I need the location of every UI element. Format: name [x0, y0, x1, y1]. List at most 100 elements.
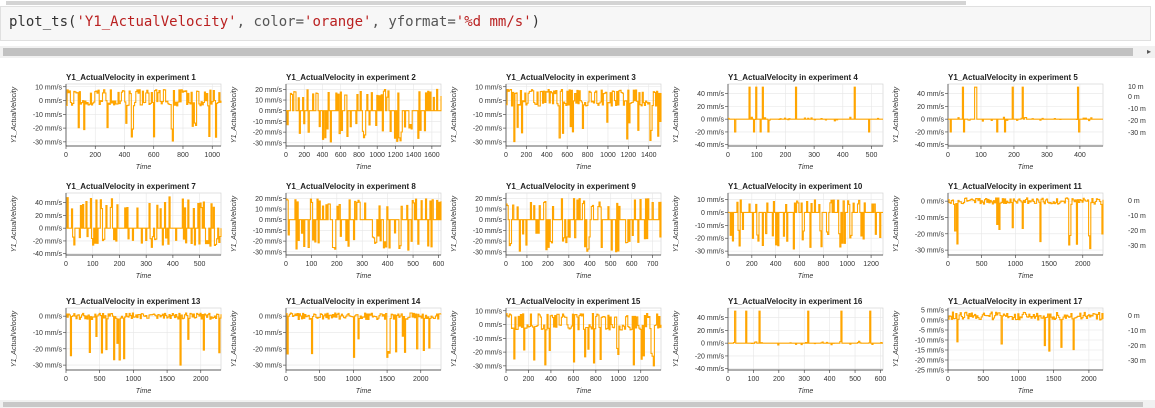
x-tick-label: 600 [148, 152, 160, 159]
x-tick-label: 200 [331, 261, 343, 268]
x-tick-label: 1000 [369, 152, 385, 159]
y-tick-label: 20 mm/s [475, 196, 502, 203]
x-tick-label: 1500 [159, 376, 175, 383]
output-scrollbar[interactable]: ▸ [0, 46, 1155, 58]
y-tick-label: -20 mm/s [253, 130, 283, 137]
x-tick-label: 400 [382, 261, 394, 268]
partial-y-tick-label: -30 m [1128, 358, 1146, 365]
y-tick-label: 0 mm/s [701, 117, 724, 124]
x-tick-label: 200 [89, 152, 101, 159]
top-scrollbar-thumb[interactable] [6, 1, 966, 5]
y-tick-label: -30 mm/s [473, 249, 503, 256]
y-tick-label: 10 mm/s [255, 207, 282, 214]
x-tick-label: 100 [748, 376, 760, 383]
x-tick-label: 200 [521, 152, 533, 159]
x-tick-label: 500 [866, 152, 878, 159]
scroll-right-arrow-icon[interactable]: ▸ [1146, 47, 1151, 56]
subplot-title: Y1_ActualVelocity in experiment 10 [728, 182, 863, 191]
x-tick-label: 400 [317, 152, 329, 159]
x-axis-label: Time [576, 273, 592, 280]
y-axis-label: Y1_ActualVelocity [893, 195, 900, 252]
y-axis-label: Y1_ActualVelocity [11, 195, 18, 252]
y-tick-label: -10 mm/s [253, 119, 283, 126]
y-tick-label: -25 mm/s [915, 368, 945, 375]
subplot-title: Y1_ActualVelocity in experiment 11 [948, 182, 1082, 191]
y-tick-label: -10 mm/s [253, 228, 283, 235]
subplot-title: Y1_ActualVelocity in experiment 2 [286, 73, 416, 82]
x-tick-label: 1200 [621, 152, 637, 159]
y-tick-label: 20 mm/s [917, 104, 944, 111]
subplot-13: 10 mm/s 0 mm/s -10 mm/s -20 mm/s -30 mm/s0 20… [451, 297, 662, 395]
x-tick-label: 600 [561, 152, 573, 159]
x-tick-label: 600 [794, 261, 806, 268]
x-tick-label: 1000 [1008, 261, 1024, 268]
series-line [66, 196, 222, 248]
subplot-14: 40 mm/s 20 mm/s 0 mm/s -20 mm/s -40 mm/s0 100… [673, 297, 886, 395]
x-tick-label: 1000 [1011, 376, 1027, 383]
subplot-title: Y1_ActualVelocity in experiment 15 [506, 297, 641, 306]
x-tick-label: 800 [177, 152, 189, 159]
subplot-10: 0 mm/s -10 mm/s -20 mm/s -30 mm/s0 500 1000 15… [893, 182, 1104, 280]
y-axis-label: Y1_ActualVelocity [231, 195, 238, 252]
y-tick-label: 0 mm/s [479, 98, 502, 105]
x-tick-label: 300 [798, 376, 810, 383]
subplot-title: Y1_ActualVelocity in experiment 9 [506, 182, 636, 191]
y-tick-label: -30 mm/s [473, 139, 503, 146]
x-tick-label: 1000 [204, 152, 220, 159]
partial-y-tick-label: -10 m [1128, 213, 1146, 220]
y-tick-label: -30 mm/s [33, 363, 63, 370]
subplot-7: 20 mm/s 10 mm/s 0 mm/s -10 mm/s -20 mm/s -30 … [231, 182, 444, 280]
y-tick-label: 10 mm/s [475, 308, 502, 315]
code-arg-color: 'orange' [304, 14, 372, 30]
output-scrollbar-thumb[interactable] [3, 48, 1133, 56]
y-tick-label: -10 mm/s [473, 228, 503, 235]
y-tick-label: -40 mm/s [915, 142, 945, 149]
code-cell[interactable]: plot_ts('Y1_ActualVelocity', color='oran… [0, 6, 1151, 41]
x-axis-label: Time [798, 164, 814, 171]
y-tick-label: 0 mm/s [39, 98, 62, 105]
code-end: ) [531, 14, 541, 30]
y-axis-label: Y1_ActualVelocity [11, 86, 18, 143]
y-tick-label: -20 mm/s [695, 353, 725, 360]
subplot-9: 10 mm/s 0 mm/s -10 mm/s -20 mm/s -30 mm/s0 20… [673, 182, 884, 280]
x-tick-label: 2000 [193, 376, 209, 383]
x-tick-label: 0 [504, 152, 508, 159]
series-line [286, 88, 442, 143]
plot-area [947, 307, 1104, 371]
y-tick-label: -10 mm/s [473, 336, 503, 343]
bottom-scrollbar-thumb[interactable] [3, 402, 1143, 407]
subplot-12: 0 mm/s -10 mm/s -20 mm/s -30 mm/s0 500 1000 15… [231, 297, 442, 395]
x-tick-label: 0 [946, 376, 950, 383]
x-tick-label: 800 [582, 152, 594, 159]
x-tick-label: 400 [584, 261, 596, 268]
y-tick-label: -10 mm/s [33, 112, 63, 119]
y-tick-label: 40 mm/s [697, 315, 724, 322]
x-tick-label: 1200 [863, 261, 879, 268]
subplot-2: 20 mm/s 10 mm/s 0 mm/s -10 mm/s -20 mm/s -30 … [231, 73, 442, 171]
subplot-5: 40 mm/s 20 mm/s 0 mm/s -20 mm/s -40 mm/s0 100… [893, 73, 1104, 171]
x-axis-label: Time [1018, 273, 1034, 280]
x-tick-label: 500 [407, 261, 419, 268]
subplot-15: 5 mm/s 0 mm/s -5 mm/s -10 mm/s -15 mm/s -20 m… [893, 297, 1104, 395]
code-arg-yformat: '%d mm/s' [455, 14, 532, 30]
y-tick-label: 10 mm/s [475, 84, 502, 91]
partial-y-tick-label: 0 m [1128, 198, 1140, 205]
y-tick-label: -30 mm/s [253, 363, 283, 370]
subplot-title: Y1_ActualVelocity in experiment 7 [66, 182, 196, 191]
x-tick-label: 200 [773, 376, 785, 383]
x-tick-label: 600 [335, 152, 347, 159]
x-tick-label: 300 [356, 261, 368, 268]
y-tick-label: 20 mm/s [255, 87, 282, 94]
x-tick-label: 0 [726, 376, 730, 383]
x-tick-label: 0 [946, 152, 950, 159]
y-tick-label: 0 mm/s [921, 318, 944, 325]
y-tick-label: -20 mm/s [473, 126, 503, 133]
partial-y-tick-label: 10 m [1128, 84, 1144, 91]
subplot-title: Y1_ActualVelocity in experiment 17 [948, 297, 1083, 306]
y-tick-label: -20 mm/s [253, 346, 283, 353]
y-tick-label: -30 mm/s [695, 249, 725, 256]
top-scrollbar[interactable] [0, 0, 1155, 6]
bottom-scrollbar[interactable] [0, 400, 1155, 408]
x-tick-label: 100 [975, 152, 987, 159]
y-tick-label: -20 mm/s [915, 231, 945, 238]
